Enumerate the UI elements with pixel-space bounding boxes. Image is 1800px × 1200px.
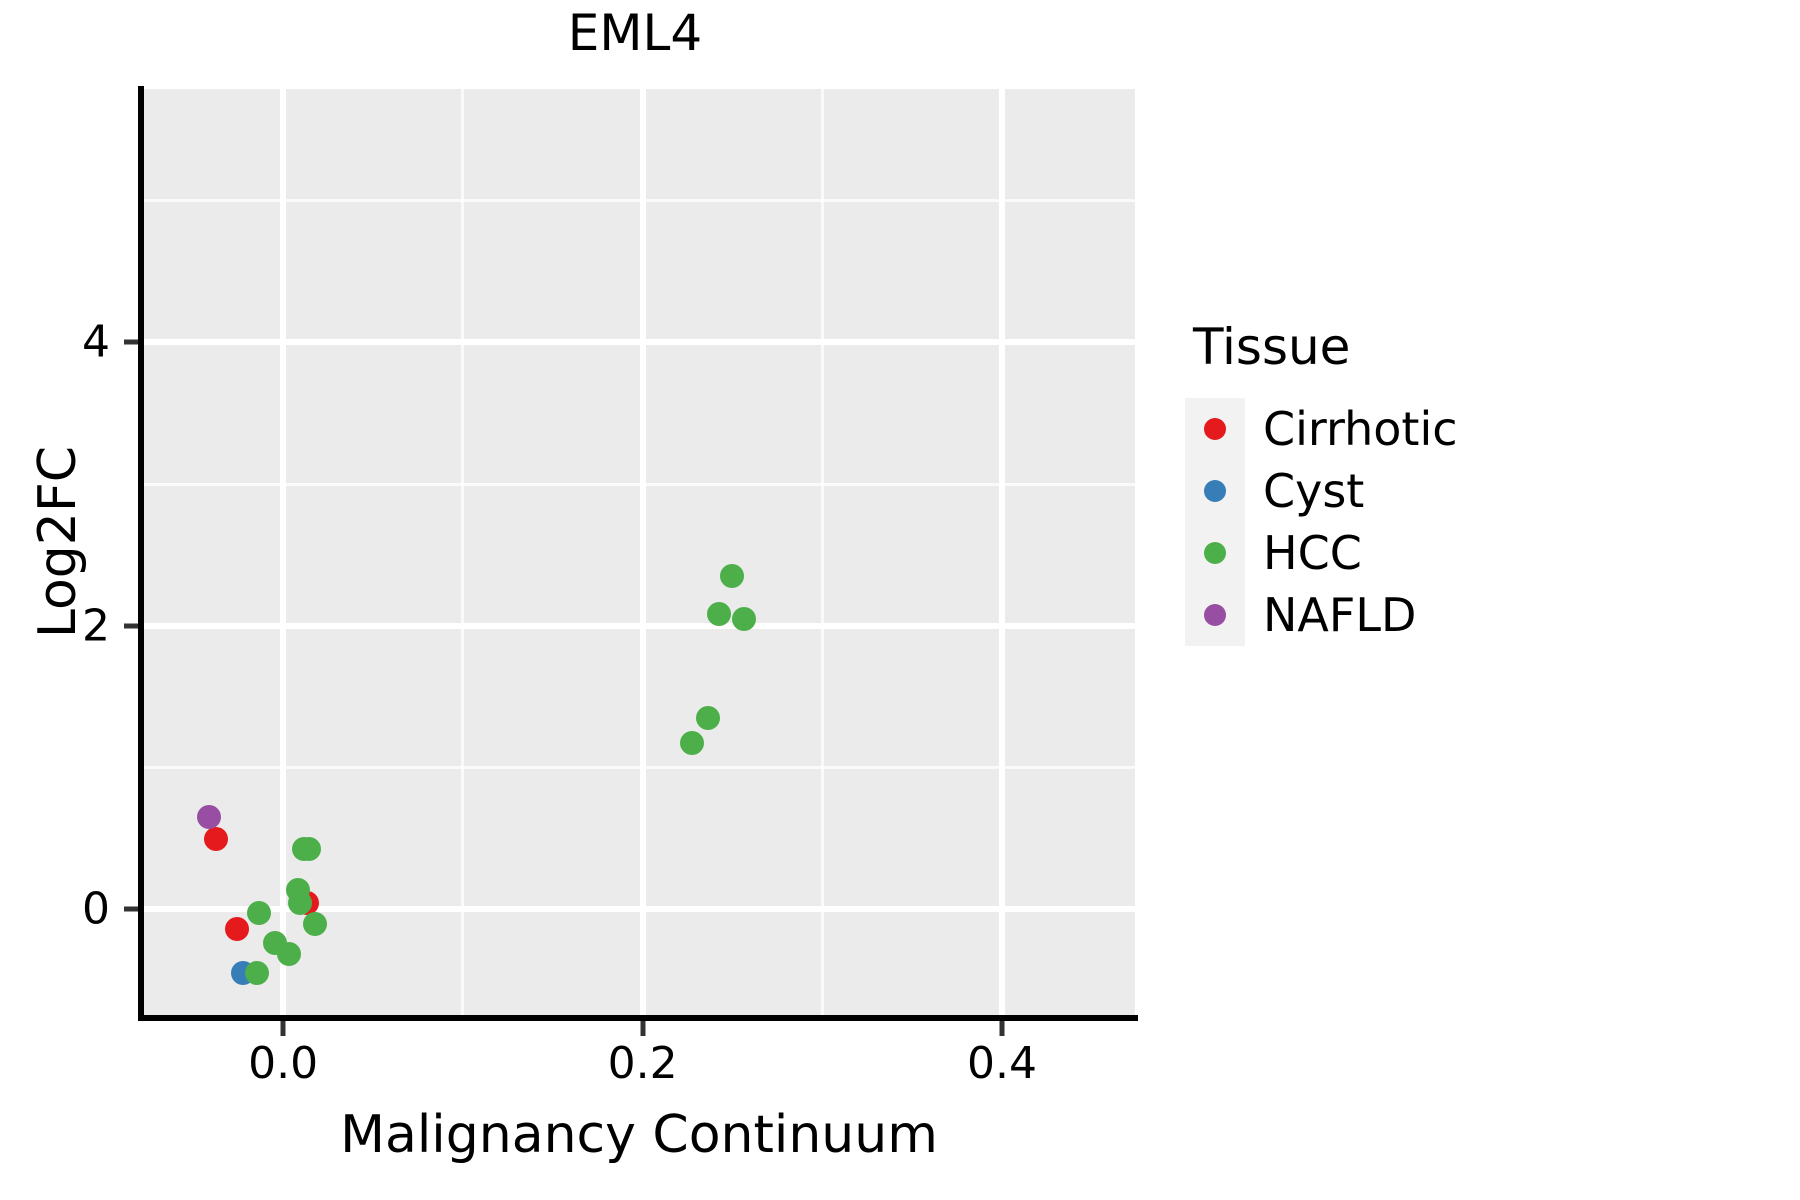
gridline-horizontal-major bbox=[143, 622, 1135, 629]
data-point-hcc bbox=[680, 731, 704, 756]
data-point-hcc bbox=[696, 705, 721, 730]
legend-key-swatch bbox=[1185, 398, 1245, 460]
x-axis-label: Malignancy Continuum bbox=[340, 1105, 938, 1165]
data-point-hcc bbox=[288, 891, 313, 916]
gridline-horizontal-minor bbox=[143, 199, 1135, 203]
x-axis-line bbox=[138, 1015, 1138, 1021]
gridline-vertical-major bbox=[999, 89, 1005, 1015]
data-point-hcc bbox=[245, 960, 270, 985]
x-tick-label: 0.4 bbox=[967, 1038, 1037, 1089]
gridline-horizontal-minor bbox=[143, 765, 1135, 769]
x-tick-mark bbox=[999, 1021, 1005, 1036]
data-point-nafld bbox=[196, 804, 221, 829]
data-point-cirrhotic bbox=[225, 916, 250, 941]
data-point-cirrhotic bbox=[203, 827, 228, 852]
legend-item-hcc[interactable]: HCC bbox=[1185, 522, 1605, 584]
y-tick-mark bbox=[124, 906, 138, 912]
y-axis-line bbox=[138, 86, 144, 1018]
y-axis-label: Log2FC bbox=[28, 445, 88, 639]
gridline-horizontal-major bbox=[143, 905, 1135, 912]
legend-dot-icon bbox=[1204, 480, 1226, 502]
legend-title: Tissue bbox=[1193, 318, 1351, 376]
x-tick-label: 0.0 bbox=[248, 1038, 319, 1089]
legend-item-cyst[interactable]: Cyst bbox=[1185, 460, 1605, 522]
gridline-vertical-major bbox=[639, 89, 646, 1015]
x-tick-label: 0.2 bbox=[607, 1038, 678, 1089]
legend-key-swatch bbox=[1185, 522, 1245, 584]
gridline-vertical-minor bbox=[461, 89, 465, 1015]
legend-entries: Cirrhotic Cyst HCC NAFLD bbox=[1185, 398, 1605, 646]
data-point-hcc bbox=[719, 564, 744, 589]
legend-item-cirrhotic[interactable]: Cirrhotic bbox=[1185, 398, 1605, 460]
plot-panel bbox=[143, 89, 1135, 1015]
page-title: EML4 bbox=[567, 4, 703, 62]
legend-dot-icon bbox=[1204, 542, 1226, 564]
data-point-hcc bbox=[706, 602, 731, 627]
x-tick-mark bbox=[280, 1021, 286, 1036]
y-tick-mark bbox=[124, 339, 138, 345]
data-point-hcc bbox=[277, 942, 302, 967]
y-tick-label: 4 bbox=[82, 316, 110, 368]
data-point-hcc bbox=[732, 606, 757, 631]
legend-key-swatch bbox=[1185, 460, 1245, 522]
gridline-horizontal-major bbox=[143, 339, 1135, 346]
legend-dot-icon bbox=[1204, 418, 1226, 440]
gridline-vertical-minor bbox=[820, 89, 824, 1015]
data-point-hcc bbox=[302, 912, 327, 937]
gridline-vertical-major bbox=[280, 89, 287, 1015]
legend-item-label: Cirrhotic bbox=[1263, 402, 1458, 456]
legend-dot-icon bbox=[1204, 604, 1226, 626]
data-point-hcc bbox=[246, 901, 271, 926]
x-tick-mark bbox=[640, 1021, 646, 1036]
y-tick-mark bbox=[124, 623, 138, 629]
y-tick-label: 2 bbox=[82, 600, 110, 652]
legend-item-nafld[interactable]: NAFLD bbox=[1185, 584, 1605, 646]
y-tick-label: 0 bbox=[82, 883, 110, 935]
legend: Tissue Cirrhotic Cyst HCC NAFLD bbox=[1185, 318, 1605, 646]
legend-item-label: HCC bbox=[1263, 526, 1362, 580]
data-point-hcc bbox=[297, 837, 322, 862]
legend-item-label: Cyst bbox=[1263, 464, 1365, 518]
legend-key-swatch bbox=[1185, 584, 1245, 646]
gridline-horizontal-minor bbox=[143, 482, 1135, 486]
legend-item-label: NAFLD bbox=[1263, 588, 1417, 642]
